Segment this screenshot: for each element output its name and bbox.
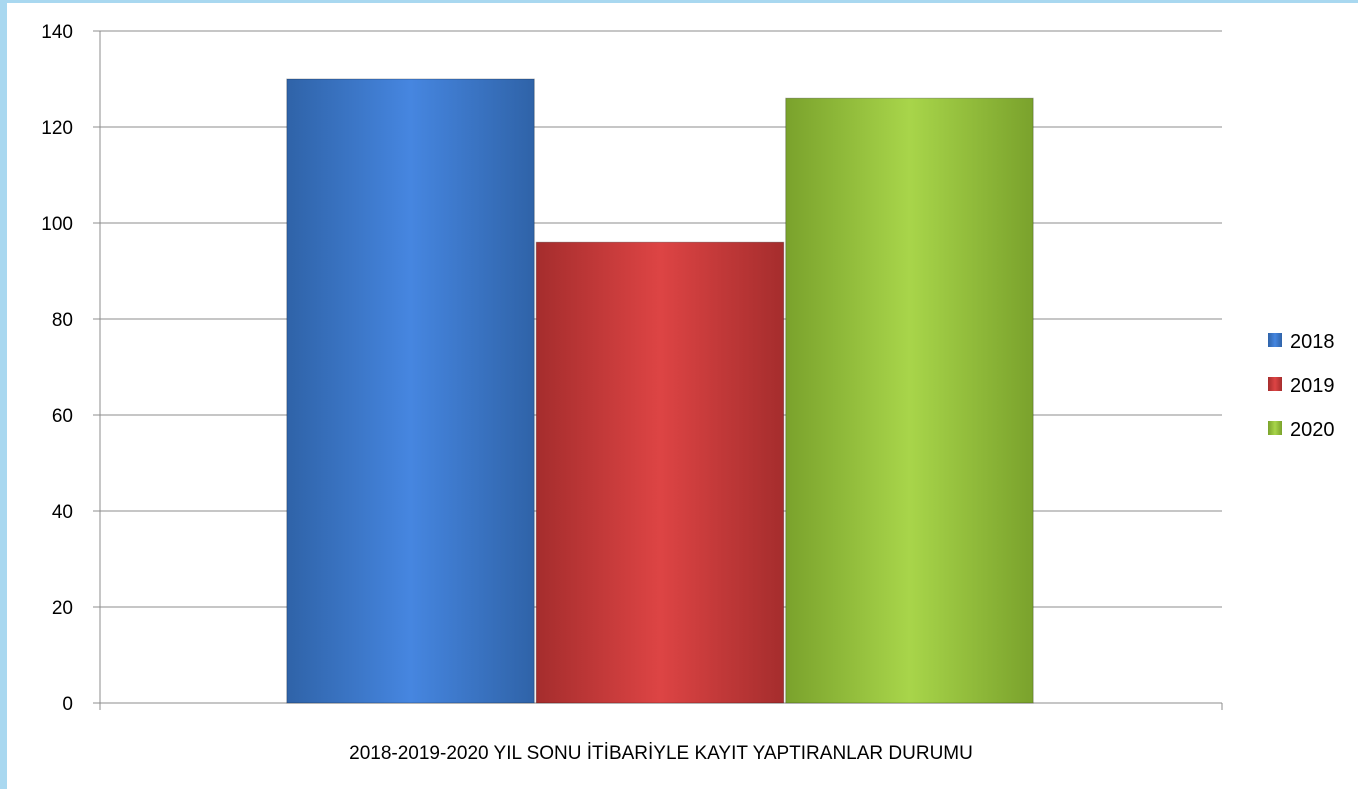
y-tick-label: 40 [52,502,73,523]
legend-label-2018: 2018 [1290,331,1335,353]
bar-2018 [286,78,535,704]
y-tick-label: 120 [41,118,73,139]
category-label: 2018-2019-2020 YIL SONU İTİBARİYLE KAYIT… [349,743,973,764]
legend-label-2020: 2020 [1290,419,1335,441]
y-tick-label: 80 [52,310,73,331]
legend-swatch-2018 [1268,333,1282,347]
y-axis-tick-labels: 0 20 40 60 80 100 120 140 [41,22,73,715]
legend-label-2019: 2019 [1290,375,1335,397]
bars [286,78,1034,704]
y-tick-label: 60 [52,406,73,427]
y-tick-label: 0 [62,694,73,715]
bar-2020 [785,97,1034,704]
legend: 2018 2019 2020 [1268,331,1335,441]
legend-swatch-2020 [1268,421,1282,435]
legend-swatch-2019 [1268,377,1282,391]
y-tick-label: 100 [41,214,73,235]
y-tick-label: 20 [52,598,73,619]
y-tick-label: 140 [41,22,73,43]
bar-2019 [535,241,785,704]
